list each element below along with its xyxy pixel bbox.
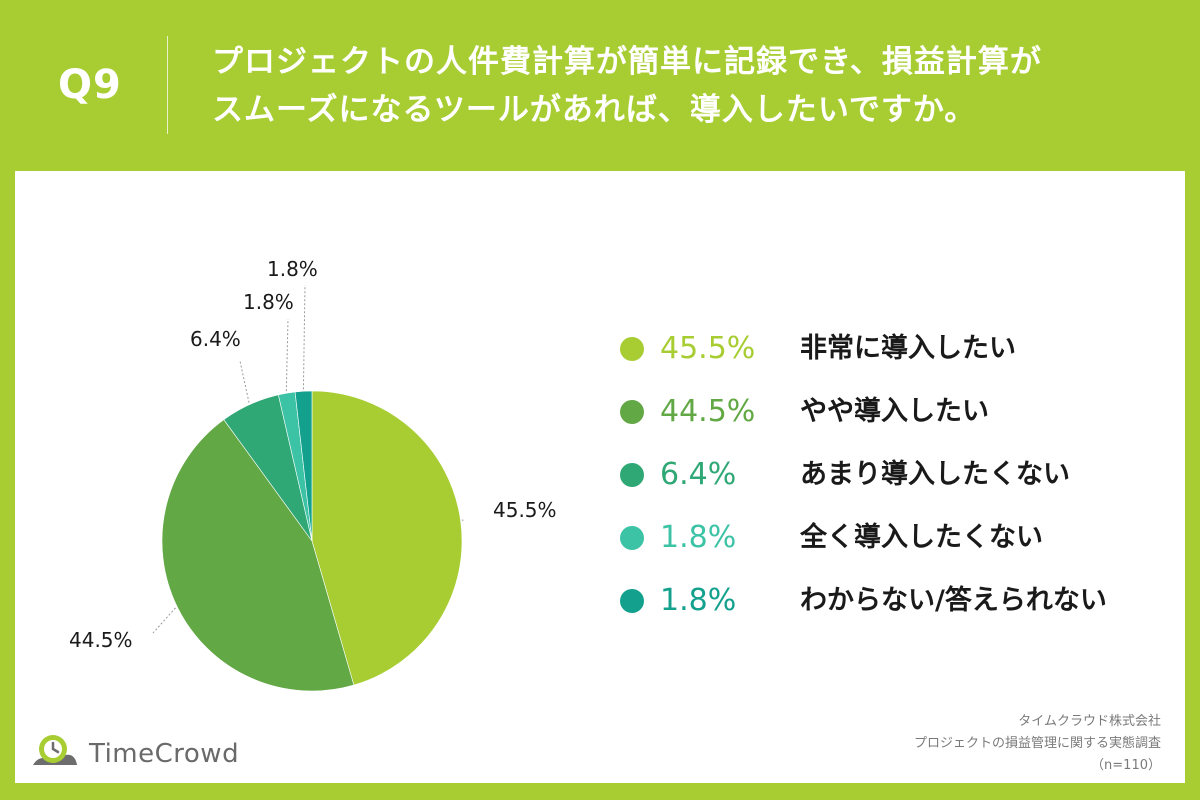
question-number: Q9 bbox=[58, 62, 122, 108]
slice-label: 45.5% bbox=[493, 498, 557, 522]
question-text: プロジェクトの人件費計算が簡単に記録でき、損益計算が スムーズになるツールがあれ… bbox=[212, 38, 1172, 134]
leader-line bbox=[152, 607, 176, 634]
legend-label: 非常に導入したい bbox=[800, 333, 1016, 364]
source-sample: （n=110） bbox=[1091, 758, 1161, 773]
legend-item: 45.5% 非常に導入したい bbox=[620, 331, 1180, 367]
legend-percent: 1.8% bbox=[660, 583, 737, 618]
slice-label: 1.8% bbox=[267, 257, 318, 281]
legend-label: わからない/答えられない bbox=[800, 585, 1107, 616]
header-banner: Q9 プロジェクトの人件費計算が簡単に記録でき、損益計算が スムーズになるツール… bbox=[0, 0, 1200, 170]
source-company: タイムクラウド株式会社 bbox=[1018, 714, 1161, 729]
legend-label: あまり導入したくない bbox=[800, 459, 1070, 490]
timecrowd-logo: TimeCrowd bbox=[27, 731, 257, 775]
pie-slice bbox=[294, 390, 313, 542]
leader-line bbox=[302, 284, 306, 390]
leader-line bbox=[239, 360, 250, 403]
source-survey: プロジェクトの損益管理に関する実態調査 bbox=[913, 736, 1161, 751]
leader-line bbox=[285, 318, 289, 392]
brand-name: TimeCrowd bbox=[89, 739, 240, 769]
legend-item: 1.8% 全く導入したくない bbox=[620, 520, 1180, 556]
legend-percent: 44.5% bbox=[660, 394, 756, 429]
pie-slice bbox=[311, 390, 463, 686]
legend-label: やや導入したい bbox=[800, 396, 989, 427]
legend-swatch bbox=[620, 526, 644, 550]
legend-percent: 45.5% bbox=[660, 331, 756, 366]
slice-label: 44.5% bbox=[69, 628, 133, 652]
chart-panel: 45.5% 44.5% 6.4% 1.8% 1.8% 45.5% 非常に導入したい 44… bbox=[15, 171, 1185, 783]
pie-chart: 45.5%44.5%6.4%1.8%1.8% bbox=[69, 257, 557, 692]
legend-label: 全く導入したくない bbox=[800, 522, 1043, 553]
legend-item: 1.8% わからない/答えられない bbox=[620, 583, 1180, 619]
slice-label: 1.8% bbox=[243, 290, 294, 314]
legend-item: 6.4% あまり導入したくない bbox=[620, 457, 1180, 493]
legend-swatch bbox=[620, 400, 644, 424]
question-line-1: プロジェクトの人件費計算が簡単に記録でき、損益計算が bbox=[212, 44, 1042, 80]
slice-label: 6.4% bbox=[190, 327, 241, 351]
pie-slice bbox=[161, 419, 355, 692]
source-note: タイムクラウド株式会社 プロジェクトの損益管理に関する実態調査 （n=110） bbox=[914, 711, 1161, 777]
legend-swatch bbox=[620, 463, 644, 487]
legend-percent: 6.4% bbox=[660, 457, 737, 492]
legend-swatch bbox=[620, 337, 644, 361]
legend-swatch bbox=[620, 589, 644, 613]
timecrowd-logo-icon bbox=[33, 735, 77, 765]
leader-line bbox=[462, 519, 464, 522]
question-line-2: スムーズになるツールがあれば、導入したいですか。 bbox=[212, 92, 977, 128]
legend-item: 44.5% やや導入したい bbox=[620, 394, 1180, 430]
legend-percent: 1.8% bbox=[660, 520, 737, 555]
header-divider bbox=[167, 36, 168, 134]
